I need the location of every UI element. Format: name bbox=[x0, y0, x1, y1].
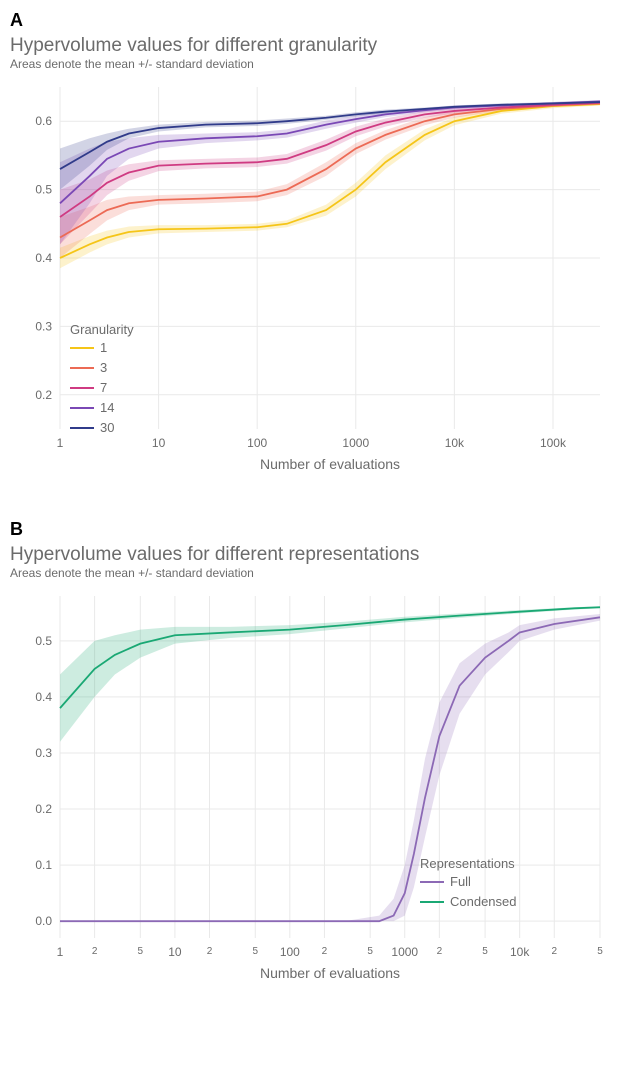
svg-text:1: 1 bbox=[57, 436, 64, 450]
svg-text:Number of evaluations: Number of evaluations bbox=[260, 456, 400, 472]
svg-text:5: 5 bbox=[252, 946, 258, 957]
panel-a-label: A bbox=[10, 10, 620, 31]
svg-text:100k: 100k bbox=[540, 436, 567, 450]
svg-text:0.3: 0.3 bbox=[35, 746, 52, 760]
panel-b: B Hypervolume values for different repre… bbox=[10, 519, 620, 988]
svg-text:0.6: 0.6 bbox=[35, 114, 52, 128]
svg-text:2: 2 bbox=[92, 946, 98, 957]
svg-text:0.5: 0.5 bbox=[35, 634, 52, 648]
svg-text:2: 2 bbox=[322, 946, 328, 957]
panel-a-title: Hypervolume values for different granula… bbox=[10, 35, 620, 57]
chart-b: 0.0 0.1 0.2 0.3 0.4 0.5 1 10 100 1000 10k 2 5 2 5 2 5 2 5 2… bbox=[10, 588, 620, 988]
svg-text:1: 1 bbox=[57, 945, 64, 959]
svg-text:Granularity: Granularity bbox=[70, 322, 134, 337]
svg-text:3: 3 bbox=[100, 360, 107, 375]
svg-text:Representations: Representations bbox=[420, 856, 515, 871]
panel-a-subtitle: Areas denote the mean +/- standard devia… bbox=[10, 57, 620, 71]
svg-text:Number of evaluations: Number of evaluations bbox=[260, 965, 400, 981]
chart-a: 0.2 0.3 0.4 0.5 0.6 1 10 100 1000 10k 100k Number o… bbox=[10, 79, 620, 479]
svg-text:2: 2 bbox=[551, 946, 557, 957]
svg-text:14: 14 bbox=[100, 400, 114, 415]
svg-text:Condensed: Condensed bbox=[450, 894, 517, 909]
svg-text:0.1: 0.1 bbox=[35, 858, 52, 872]
svg-text:Full: Full bbox=[450, 874, 471, 889]
svg-text:30: 30 bbox=[100, 420, 114, 435]
svg-text:1000: 1000 bbox=[391, 945, 418, 959]
svg-text:0.4: 0.4 bbox=[35, 690, 52, 704]
svg-text:5: 5 bbox=[482, 946, 488, 957]
svg-text:10k: 10k bbox=[445, 436, 465, 450]
svg-text:10k: 10k bbox=[510, 945, 530, 959]
panel-b-subtitle: Areas denote the mean +/- standard devia… bbox=[10, 566, 620, 580]
svg-text:100: 100 bbox=[247, 436, 267, 450]
svg-text:1000: 1000 bbox=[342, 436, 369, 450]
svg-text:7: 7 bbox=[100, 380, 107, 395]
svg-text:100: 100 bbox=[280, 945, 300, 959]
svg-text:2: 2 bbox=[207, 946, 213, 957]
svg-text:0.2: 0.2 bbox=[35, 388, 52, 402]
svg-text:5: 5 bbox=[367, 946, 373, 957]
svg-text:10: 10 bbox=[152, 436, 166, 450]
svg-text:0.2: 0.2 bbox=[35, 802, 52, 816]
svg-text:2: 2 bbox=[437, 946, 443, 957]
panel-a: A Hypervolume values for different granu… bbox=[10, 10, 620, 479]
svg-text:0.3: 0.3 bbox=[35, 319, 52, 333]
panel-b-title: Hypervolume values for different represe… bbox=[10, 544, 620, 566]
svg-text:10: 10 bbox=[168, 945, 182, 959]
svg-text:1: 1 bbox=[100, 340, 107, 355]
svg-text:0.0: 0.0 bbox=[35, 914, 52, 928]
svg-text:5: 5 bbox=[138, 946, 144, 957]
panel-b-label: B bbox=[10, 519, 620, 540]
svg-text:5: 5 bbox=[597, 946, 603, 957]
svg-text:0.4: 0.4 bbox=[35, 251, 52, 265]
svg-text:0.5: 0.5 bbox=[35, 183, 52, 197]
